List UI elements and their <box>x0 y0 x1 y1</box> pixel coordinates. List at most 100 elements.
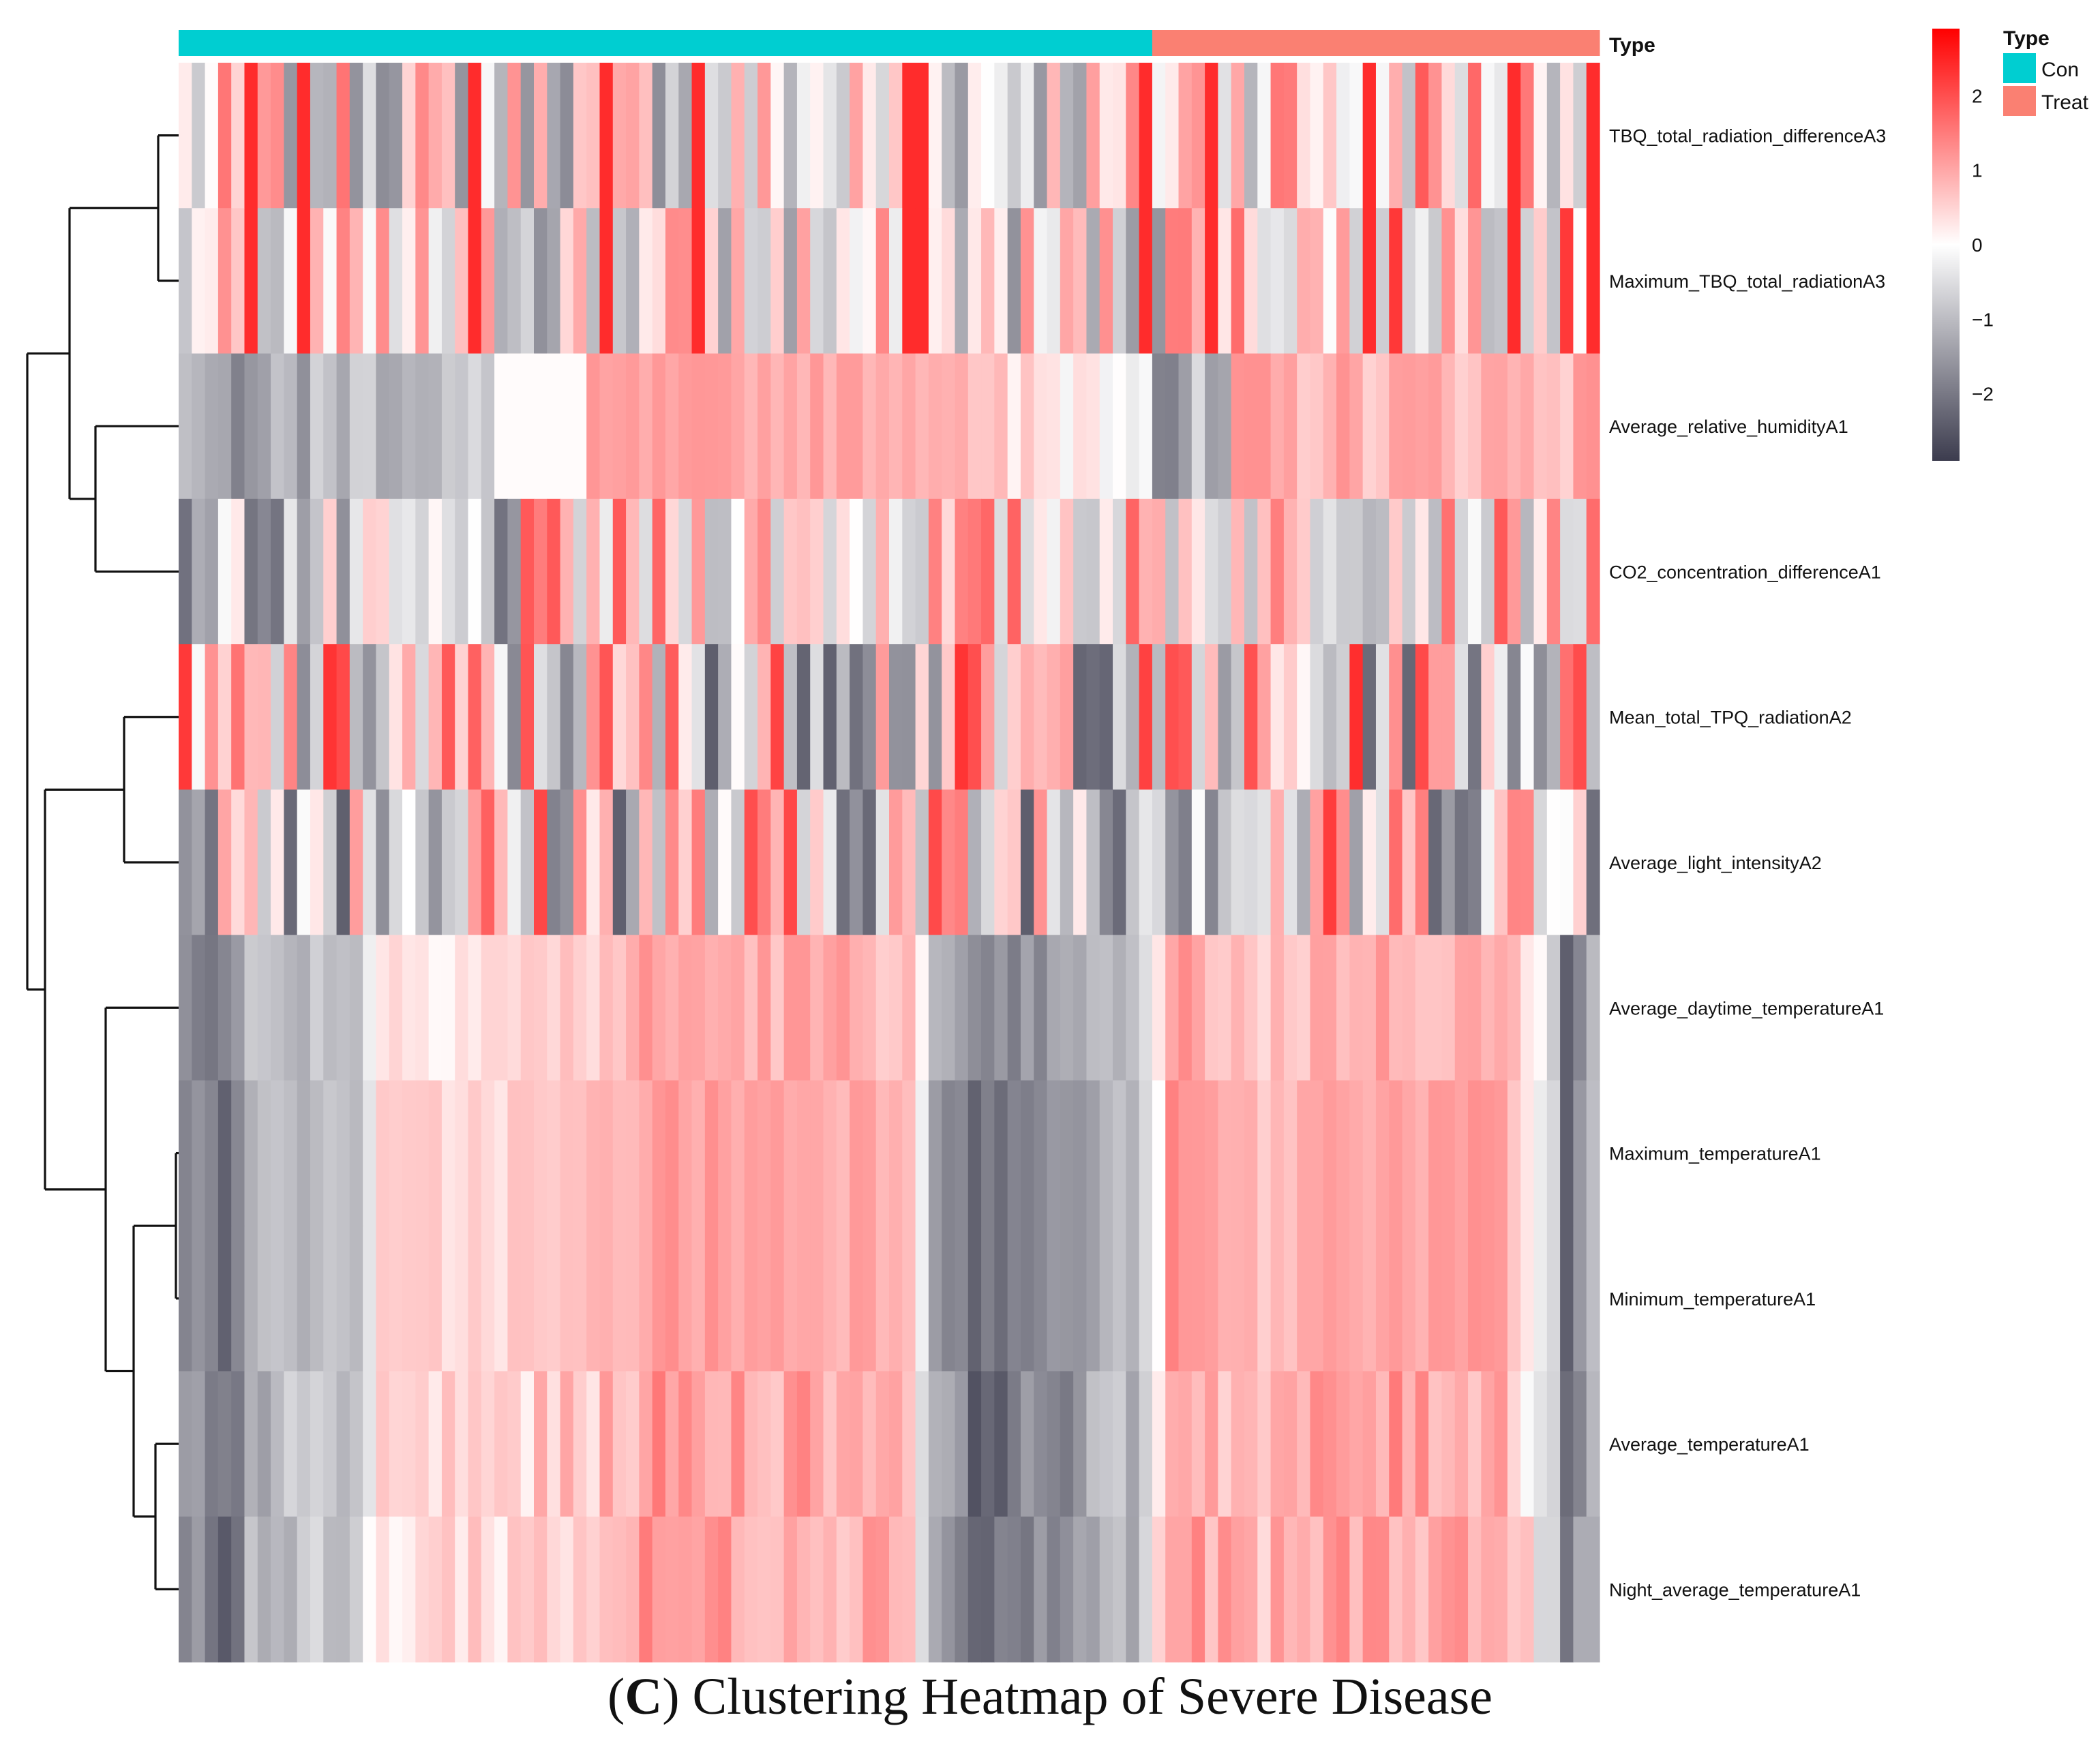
heatmap-cell <box>271 353 284 500</box>
heatmap-cell <box>244 1516 258 1663</box>
heatmap-cell <box>1468 1516 1482 1663</box>
heatmap-cell <box>981 789 995 936</box>
heatmap-cell <box>363 1080 377 1226</box>
heatmap-cell <box>376 353 390 500</box>
heatmap-cell <box>758 644 771 790</box>
heatmap-cell <box>955 1371 969 1517</box>
heatmap-cell <box>1402 935 1416 1081</box>
heatmap-cell <box>349 1226 363 1372</box>
heatmap-cell <box>231 208 245 354</box>
heatmap-cell <box>626 1226 640 1372</box>
heatmap-cell <box>1389 644 1403 790</box>
heatmap-cell <box>718 1080 732 1226</box>
heatmap-cell <box>1349 498 1364 645</box>
heatmap-cell <box>1270 789 1285 936</box>
heatmap-cell <box>981 353 995 500</box>
heatmap-cell <box>981 1516 995 1663</box>
heatmap-cell <box>257 644 271 790</box>
heatmap-cell <box>1060 1226 1074 1372</box>
heatmap-cell <box>1257 498 1272 645</box>
heatmap-cell <box>363 644 377 790</box>
heatmap-cell <box>1507 1371 1521 1517</box>
heatmap-cell <box>1152 1516 1166 1663</box>
heatmap-cell <box>1244 1371 1258 1517</box>
heatmap-cell <box>967 644 982 790</box>
heatmap-cell <box>455 1080 469 1226</box>
heatmap-cell <box>744 789 758 936</box>
heatmap-cell <box>415 644 430 790</box>
heatmap-cell <box>836 644 850 790</box>
heatmap-cell <box>1126 1371 1140 1517</box>
heatmap-cell <box>810 353 824 500</box>
colorbar <box>1932 29 1960 461</box>
heatmap-cell <box>297 935 311 1081</box>
heatmap-cell <box>534 1516 548 1663</box>
heatmap-cell <box>862 498 877 645</box>
annotation-segment-con <box>179 30 1153 56</box>
heatmap-cell <box>1375 208 1390 354</box>
heatmap-cell <box>1165 1371 1180 1517</box>
heatmap-cell <box>744 644 758 790</box>
heatmap-cell <box>902 935 916 1081</box>
heatmap-cell <box>1231 498 1245 645</box>
heatmap-cell <box>1428 1080 1443 1226</box>
heatmap-cell <box>704 1080 719 1226</box>
heatmap-cell <box>850 789 864 936</box>
heatmap-cell <box>823 1516 837 1663</box>
heatmap-cell <box>205 1371 219 1517</box>
heatmap-cell <box>942 935 956 1081</box>
heatmap-cell <box>217 498 232 645</box>
heatmap-cell <box>967 1371 982 1517</box>
heatmap-cell <box>1152 935 1166 1081</box>
heatmap-cell <box>639 644 653 790</box>
heatmap-cell <box>704 789 719 936</box>
heatmap-cell <box>1415 644 1429 790</box>
heatmap-cell <box>1020 1371 1034 1517</box>
heatmap-cell <box>441 1226 455 1372</box>
heatmap-cell <box>1468 789 1482 936</box>
heatmap-cell <box>665 498 679 645</box>
heatmap-cell <box>1073 789 1088 936</box>
heatmap-cell <box>1205 353 1219 500</box>
heatmap-cell <box>639 1516 653 1663</box>
heatmap-cell <box>179 644 192 790</box>
heatmap-cell <box>179 498 192 645</box>
heatmap-cell <box>310 1371 324 1517</box>
heatmap-cell <box>205 935 219 1081</box>
figure-caption: (C) Clustering Heatmap of Severe Disease <box>0 1667 2100 1727</box>
heatmap-cell <box>981 1226 995 1372</box>
heatmap-cell <box>612 644 627 790</box>
heatmap-cell <box>376 63 390 209</box>
heatmap-cell <box>1270 1080 1285 1226</box>
heatmap-cell <box>494 1371 509 1517</box>
heatmap-cell <box>1533 498 1548 645</box>
heatmap-cell <box>626 644 640 790</box>
heatmap-cell <box>599 1080 614 1226</box>
heatmap-cell <box>1191 644 1205 790</box>
heatmap-cell <box>1520 1226 1535 1372</box>
heatmap-cell <box>534 789 548 936</box>
heatmap-cell <box>586 935 601 1081</box>
heatmap-cell <box>1428 63 1443 209</box>
heatmap-cell <box>1323 353 1337 500</box>
heatmap-cell <box>1402 498 1416 645</box>
heatmap-cell <box>955 644 969 790</box>
heatmap-cell <box>1468 935 1482 1081</box>
heatmap-cell <box>902 644 916 790</box>
heatmap-cell <box>1402 63 1416 209</box>
heatmap-cell <box>1231 935 1245 1081</box>
heatmap-cell <box>1507 789 1521 936</box>
heatmap-cell <box>402 208 416 354</box>
heatmap-cell <box>796 1080 811 1226</box>
heatmap-cell <box>336 789 350 936</box>
heatmap-cell <box>1073 1516 1088 1663</box>
heatmap-cell <box>1126 644 1140 790</box>
heatmap-cell <box>1060 1080 1074 1226</box>
heatmap-cell <box>652 1226 666 1372</box>
heatmap-cell <box>1020 1516 1034 1663</box>
heatmap-cell <box>981 1080 995 1226</box>
heatmap-cell <box>1481 63 1495 209</box>
heatmap-cell <box>1257 644 1272 790</box>
heatmap-cell <box>1007 1371 1021 1517</box>
heatmap-cell <box>1244 1226 1258 1372</box>
